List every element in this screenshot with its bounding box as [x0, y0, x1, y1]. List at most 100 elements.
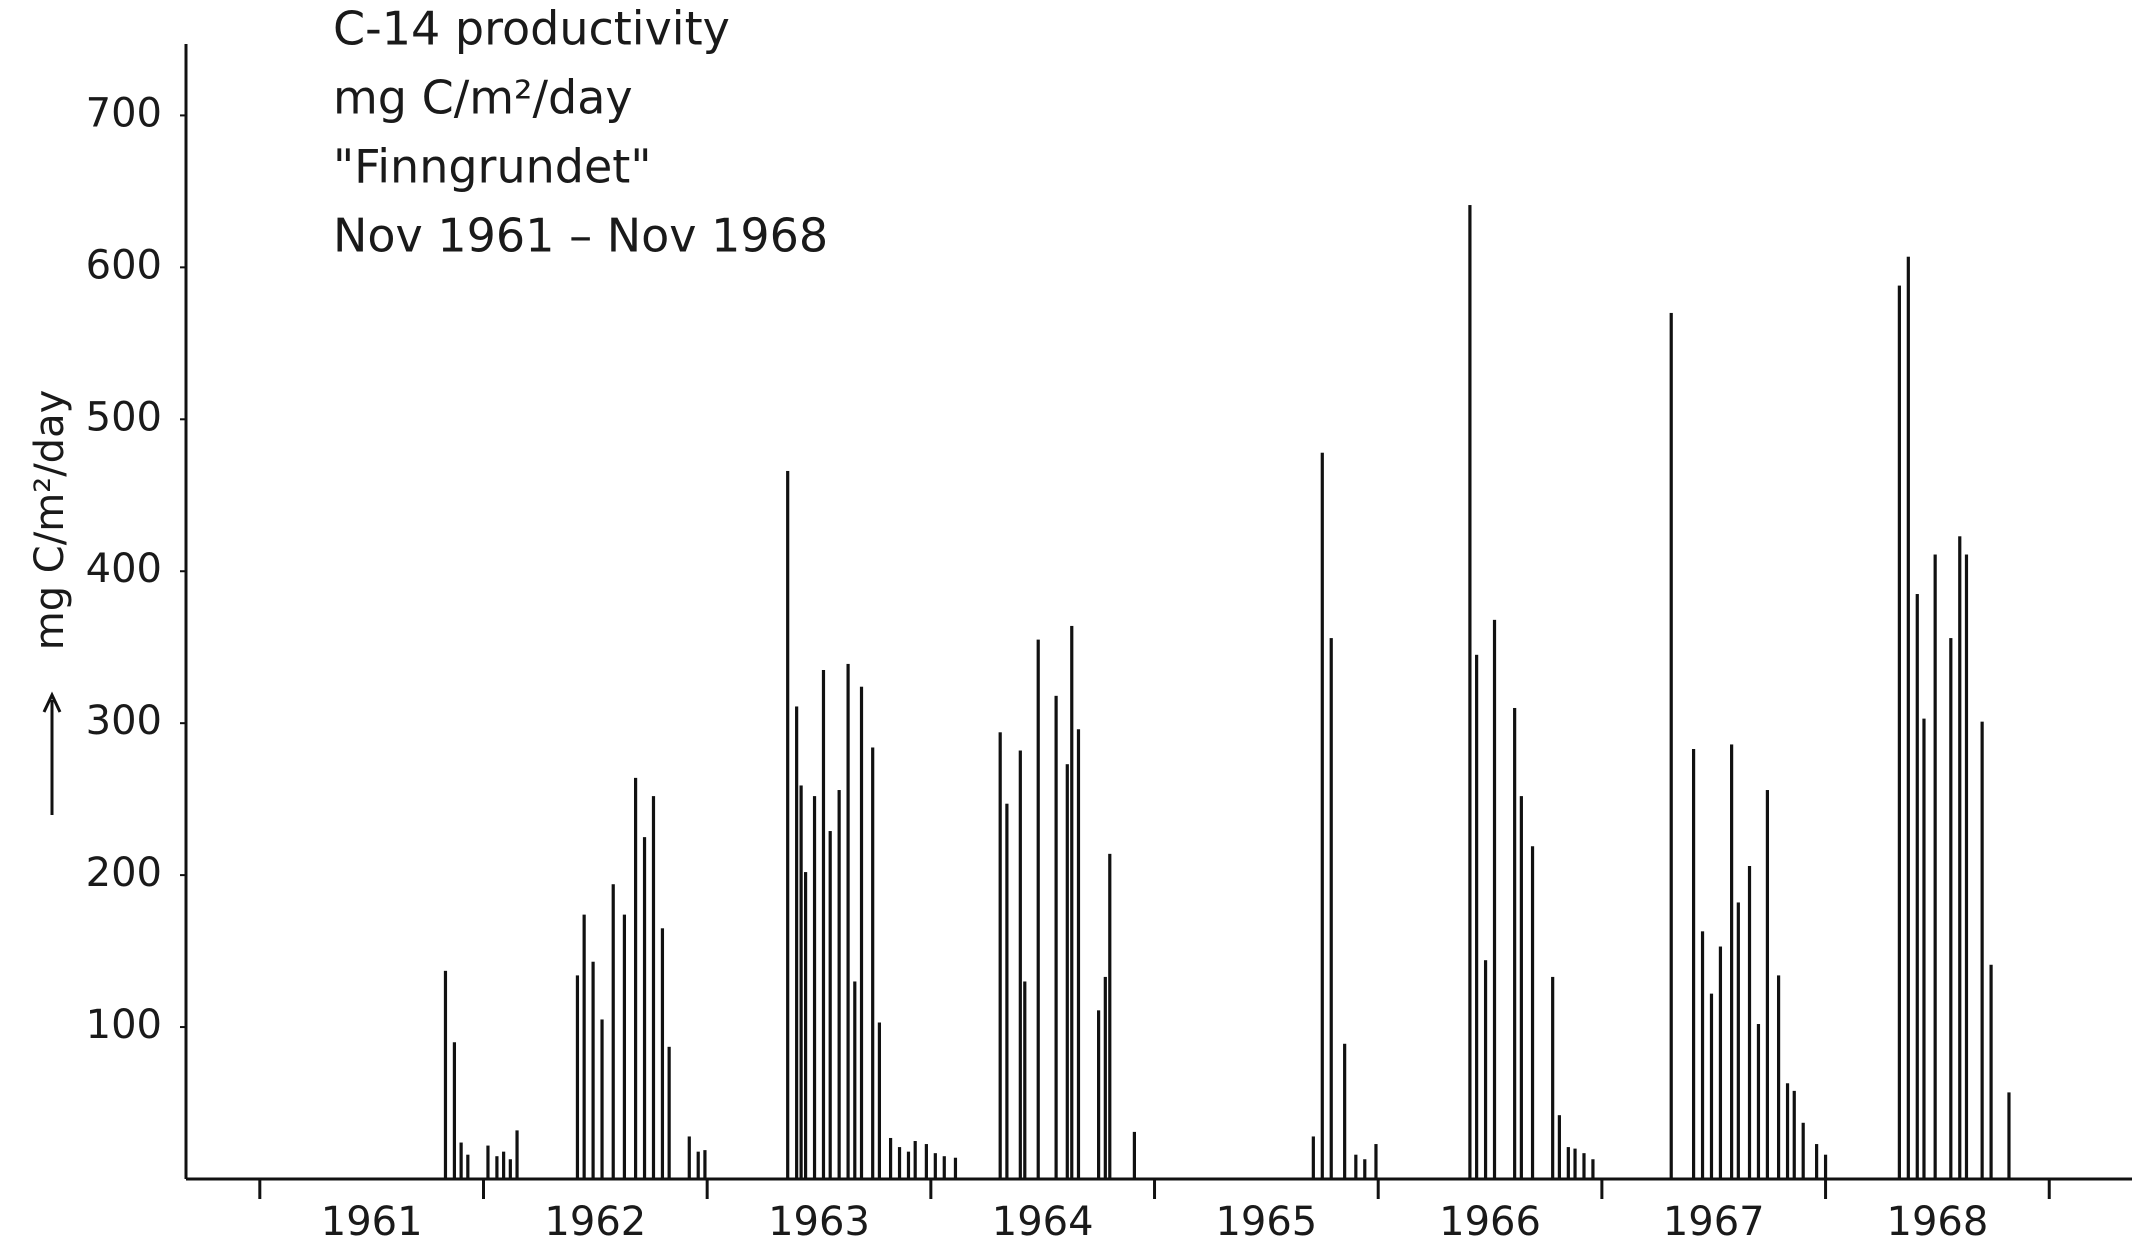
y-tick-label: 400: [86, 546, 162, 592]
x-tick-label: 1964: [992, 1199, 1094, 1245]
bar: [611, 884, 615, 1179]
bar: [799, 785, 803, 1179]
bar: [1132, 1131, 1136, 1179]
bar: [452, 1042, 457, 1179]
bar: [515, 1130, 519, 1179]
bar: [1915, 594, 1919, 1179]
bar: [913, 1141, 917, 1179]
bar: [828, 831, 832, 1179]
x-tick-label: 1961: [321, 1199, 423, 1245]
chart-title-line: C-14 productivity: [333, 2, 730, 56]
x-tick-label: 1966: [1439, 1199, 1541, 1245]
bar: [1566, 1147, 1570, 1179]
y-axis-label: mg C/m²/day: [27, 390, 73, 651]
bar: [859, 686, 864, 1179]
bar: [1354, 1154, 1358, 1179]
bar: [1103, 976, 1107, 1179]
bar: [1792, 1090, 1796, 1179]
bar: [1343, 1043, 1347, 1179]
bar: [508, 1159, 512, 1179]
y-axis-arrowhead: [42, 691, 62, 713]
bar: [1483, 960, 1488, 1179]
bar: [1922, 718, 1926, 1179]
chart-title-line: Nov 1961 – Nov 1968: [333, 209, 828, 263]
bar: [495, 1156, 499, 1179]
bar: [1669, 312, 1673, 1179]
bar: [651, 796, 656, 1179]
bar: [1374, 1144, 1378, 1179]
bar: [888, 1137, 893, 1179]
bar: [933, 1153, 937, 1179]
bar: [1815, 1144, 1819, 1179]
bar: [1949, 638, 1953, 1179]
y-tick-label: 300: [86, 698, 162, 744]
bar: [846, 663, 850, 1179]
y-tick-label: 600: [86, 242, 162, 288]
y-tick-label: 500: [86, 394, 162, 440]
bar: [1980, 721, 1984, 1179]
bar: [1747, 866, 1752, 1179]
bar: [1785, 1083, 1790, 1179]
bar: [1076, 729, 1081, 1179]
bar: [703, 1150, 707, 1179]
x-tick-label: 1967: [1663, 1199, 1765, 1245]
bar: [924, 1144, 928, 1179]
bar: [1823, 1154, 1828, 1179]
bar: [1530, 846, 1535, 1179]
bar: [575, 975, 580, 1179]
y-tick-label: 100: [86, 1002, 162, 1048]
chart-title-line: mg C/m²/day: [333, 71, 633, 125]
bar: [1964, 554, 1969, 1179]
bar: [1513, 707, 1517, 1179]
y-tick-label: 200: [86, 850, 162, 896]
bar: [1906, 256, 1910, 1179]
chart-title-line: "Finngrundet": [333, 140, 651, 194]
x-tick-label: 1965: [1215, 1199, 1317, 1245]
bar: [1054, 695, 1058, 1179]
x-tick-label: 1962: [544, 1199, 646, 1245]
bar: [1709, 993, 1714, 1179]
bar: [998, 732, 1002, 1179]
bar: [1551, 976, 1555, 1179]
bar: [1736, 902, 1740, 1179]
bar: [622, 914, 627, 1179]
bar: [1097, 1010, 1101, 1179]
bar: [871, 747, 875, 1179]
bar: [443, 970, 448, 1179]
bar: [1018, 750, 1022, 1179]
bar: [1363, 1159, 1367, 1179]
bar: [812, 796, 817, 1179]
bar: [466, 1154, 470, 1179]
bar: [953, 1157, 958, 1179]
bar: [696, 1151, 700, 1179]
bar: [633, 777, 638, 1179]
bar: [821, 669, 826, 1179]
bar: [1023, 981, 1027, 1179]
bar: [1468, 205, 1472, 1179]
bar: [1005, 803, 1009, 1179]
bar: [853, 981, 857, 1179]
bar: [486, 1145, 490, 1179]
bar: [1958, 536, 1962, 1179]
bar: [591, 961, 595, 1179]
bar: [1108, 853, 1112, 1179]
bar: [1691, 749, 1696, 1179]
bar: [459, 1142, 463, 1179]
bar: [1065, 764, 1069, 1179]
bar: [1582, 1153, 1586, 1179]
bar: [1933, 554, 1937, 1179]
bar: [1591, 1159, 1595, 1179]
bar: [795, 706, 799, 1179]
y-tick-label: 700: [86, 90, 162, 136]
bar: [660, 928, 665, 1179]
bar: [502, 1151, 506, 1179]
bar: [1756, 1024, 1761, 1179]
bar: [1765, 790, 1770, 1179]
bar: [877, 1022, 882, 1179]
bar: [1718, 946, 1723, 1179]
x-tick-label: 1963: [768, 1199, 870, 1245]
bar: [837, 790, 841, 1179]
bar: [2007, 1092, 2011, 1179]
